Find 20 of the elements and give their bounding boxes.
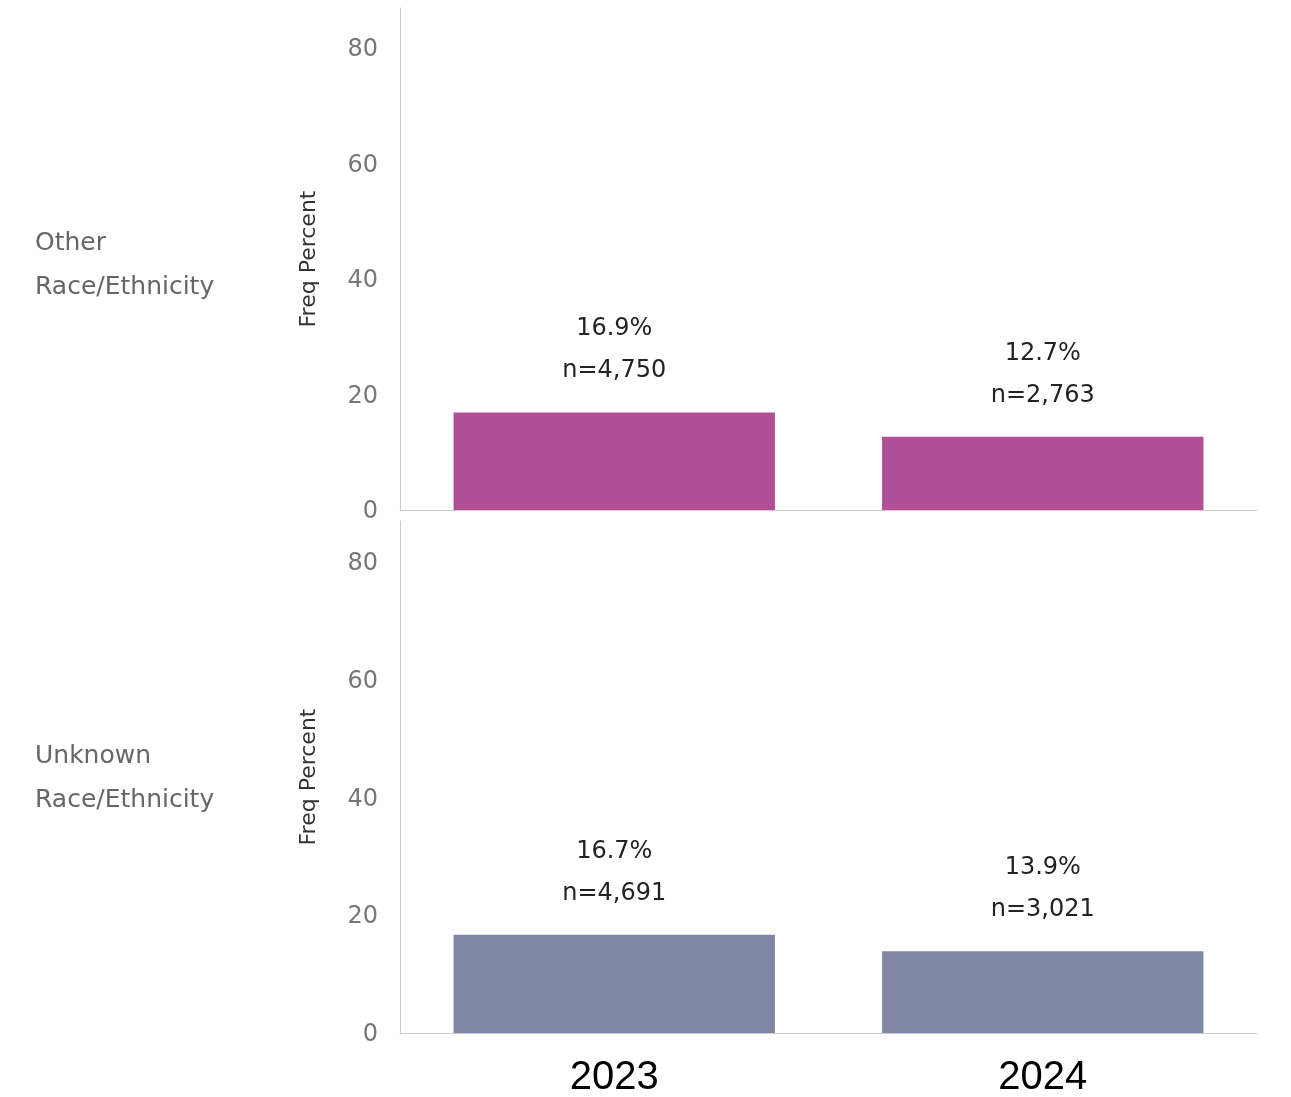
x-tick-label: 2024 (998, 1053, 1088, 1097)
y-tick-label: 40 (347, 265, 378, 294)
y-tick-label: 60 (347, 149, 378, 178)
data-label: 13.9% n=3,021 (990, 852, 1095, 923)
y-tick-label: 20 (347, 380, 378, 409)
y-tick-label: 40 (347, 783, 378, 812)
data-label: 16.7% n=4,691 (562, 835, 667, 906)
data-label: 16.9% n=4,750 (562, 313, 667, 384)
x-tick-label: 2023 (569, 1053, 659, 1097)
y-tick-label: 0 (362, 496, 378, 524)
text: Other Race/Ethnicity (35, 226, 216, 302)
y-tick-label: 60 (347, 665, 378, 694)
y-tick-label: 80 (347, 34, 378, 63)
y-axis-title: Freq Percent (294, 708, 320, 846)
data-label: 12.7% n=2,763 (990, 337, 1095, 408)
y-tick-label: 20 (347, 901, 378, 930)
y-tick-label: 80 (347, 548, 378, 577)
y-tick-label: 0 (362, 1019, 378, 1047)
text: Unknown Race/Ethnicity (35, 739, 216, 815)
y-axis-title: Freq Percent (294, 190, 320, 328)
